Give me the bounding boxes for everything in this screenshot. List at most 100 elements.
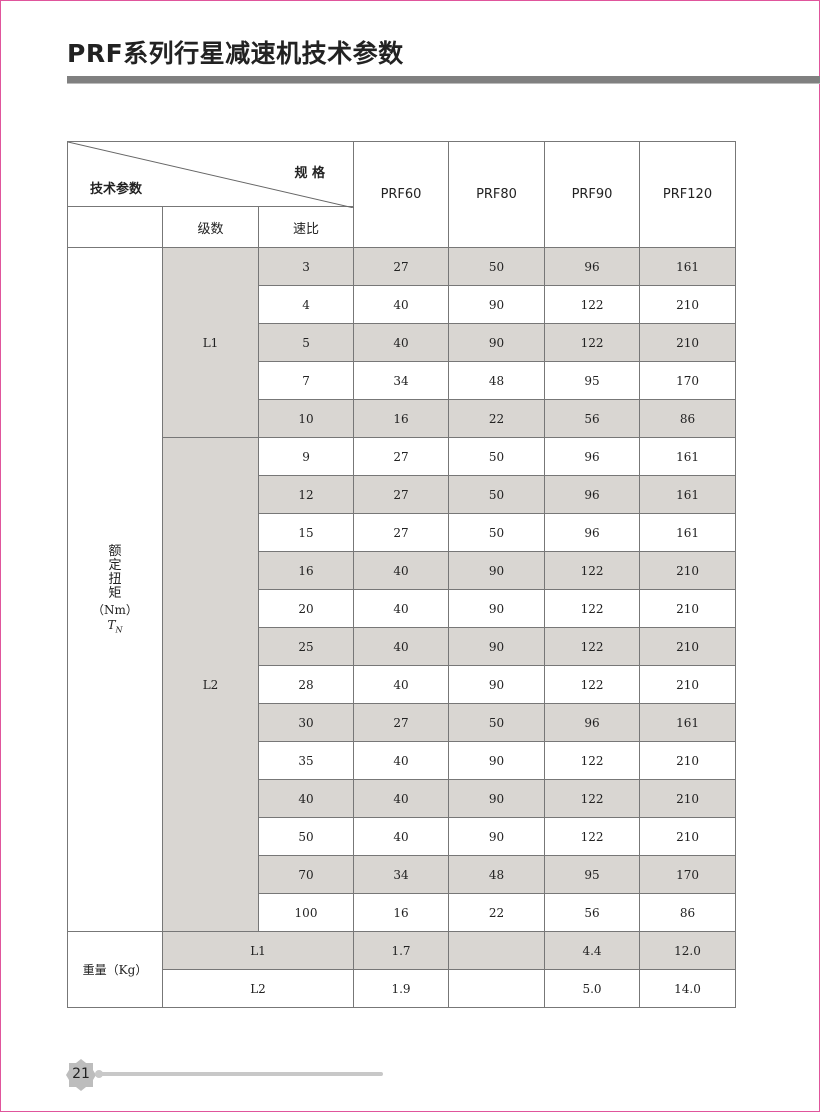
ratio-cell: 70 [257,855,355,894]
torque-value: 210 [639,323,737,362]
torque-value: 40 [353,741,450,780]
torque-value: 210 [639,627,737,666]
torque-value: 90 [448,817,546,856]
torque-value: 210 [639,589,737,628]
ratio-cell: 10 [257,399,355,438]
torque-value: 210 [639,817,737,856]
torque-value: 27 [353,703,450,742]
torque-value: 122 [544,285,641,324]
torque-value: 122 [544,589,641,628]
table-row: 12 27 50 96 161 [68,475,737,514]
weight-value: 4.4 [544,931,641,970]
torque-symbol: TN [107,617,123,635]
table-row: 15 27 50 96 161 [68,513,737,552]
torque-value: 95 [544,361,641,400]
stage-cell: L2 [162,437,259,932]
stage-header: 级数 [162,206,259,248]
torque-value: 90 [448,323,546,362]
torque-value: 40 [353,551,450,590]
torque-value: 27 [353,513,450,552]
ratio-cell: 7 [257,361,355,400]
ratio-cell: 20 [257,589,355,628]
torque-value: 34 [353,361,450,400]
torque-value: 210 [639,285,737,324]
torque-value: 210 [639,551,737,590]
torque-value: 170 [639,361,737,400]
weight-value [448,969,546,1008]
weight-stage: L2 [161,969,355,1008]
ratio-cell: 4 [257,285,355,324]
gear-icon [66,1059,96,1091]
ratio-cell: 28 [257,665,355,704]
spec-table: 规 格 技术参数 PRF60 PRF80 PRF90 PRF120 级数 速比 … [66,141,737,1008]
weight-value [448,931,546,970]
page-number: 21 [72,1066,90,1082]
torque-value: 90 [448,551,546,590]
table-row: 额定扭矩 （Nm） TN L1 3 27 50 96 161 [67,247,737,932]
table-row: 50 40 90 122 210 [68,817,737,856]
weight-stage: L1 [161,931,355,970]
weight-row: L2 1.9 5.0 14.0 [68,969,737,1008]
model-header: PRF120 [639,141,737,248]
torque-value: 95 [544,855,641,894]
torque-value: 16 [353,893,450,932]
torque-value: 40 [353,589,450,628]
torque-value: 40 [353,817,450,856]
ratio-cell: 12 [257,475,355,514]
table-row: 35 40 90 122 210 [68,741,737,780]
torque-value: 161 [639,247,737,286]
torque-value: 90 [448,779,546,818]
torque-value: 122 [544,665,641,704]
table-row: L2 9 27 50 96 161 [68,437,737,932]
table-row: 5 40 90 122 210 [68,323,737,362]
torque-value: 86 [639,399,737,438]
diagonal-header-cell: 规 格 技术参数 [66,141,355,208]
model-header: PRF90 [544,141,641,248]
torque-value: 16 [353,399,450,438]
ratio-cell: 35 [257,741,355,780]
ratio-cell: 100 [257,893,355,932]
weight-value: 1.7 [353,931,450,970]
ratio-header: 速比 [257,206,355,248]
torque-value: 122 [544,779,641,818]
weight-value: 12.0 [639,931,737,970]
weight-value: 5.0 [544,969,641,1008]
torque-value: 50 [448,513,546,552]
torque-value: 27 [353,437,450,476]
torque-value: 161 [639,703,737,742]
torque-value: 56 [544,893,641,932]
ratio-cell: 15 [257,513,355,552]
footer-line [97,1072,383,1076]
torque-value: 40 [353,285,450,324]
torque-label-cell: 额定扭矩 （Nm） TN [67,247,163,932]
table-row: 25 40 90 122 210 [68,627,737,666]
torque-value: 161 [639,513,737,552]
diagonal-line [68,142,354,208]
torque-value: 50 [448,247,546,286]
torque-value: 40 [353,779,450,818]
torque-value: 96 [544,247,641,286]
torque-value: 40 [353,627,450,666]
weight-value: 14.0 [639,969,737,1008]
ratio-cell: 50 [257,817,355,856]
torque-value: 50 [448,475,546,514]
ratio-cell: 40 [257,779,355,818]
model-header: PRF80 [448,141,546,248]
torque-value: 56 [544,399,641,438]
torque-unit: （Nm） [92,602,138,617]
torque-label: 额定扭矩 [108,543,122,601]
torque-value: 210 [639,741,737,780]
torque-value: 90 [448,741,546,780]
weight-row: 重量（Kg） L1 1.7 4.4 12.0 [67,931,737,1008]
stage-cell: L1 [162,247,259,438]
table-row: 16 40 90 122 210 [68,551,737,590]
ratio-cell: 3 [257,247,355,286]
ratio-cell: 25 [257,627,355,666]
torque-value: 210 [639,665,737,704]
torque-value: 122 [544,551,641,590]
table-row: 7 34 48 95 170 [68,361,737,400]
torque-value: 90 [448,589,546,628]
weight-value: 1.9 [353,969,450,1008]
torque-value: 22 [448,399,546,438]
table-row: 70 34 48 95 170 [68,855,737,894]
